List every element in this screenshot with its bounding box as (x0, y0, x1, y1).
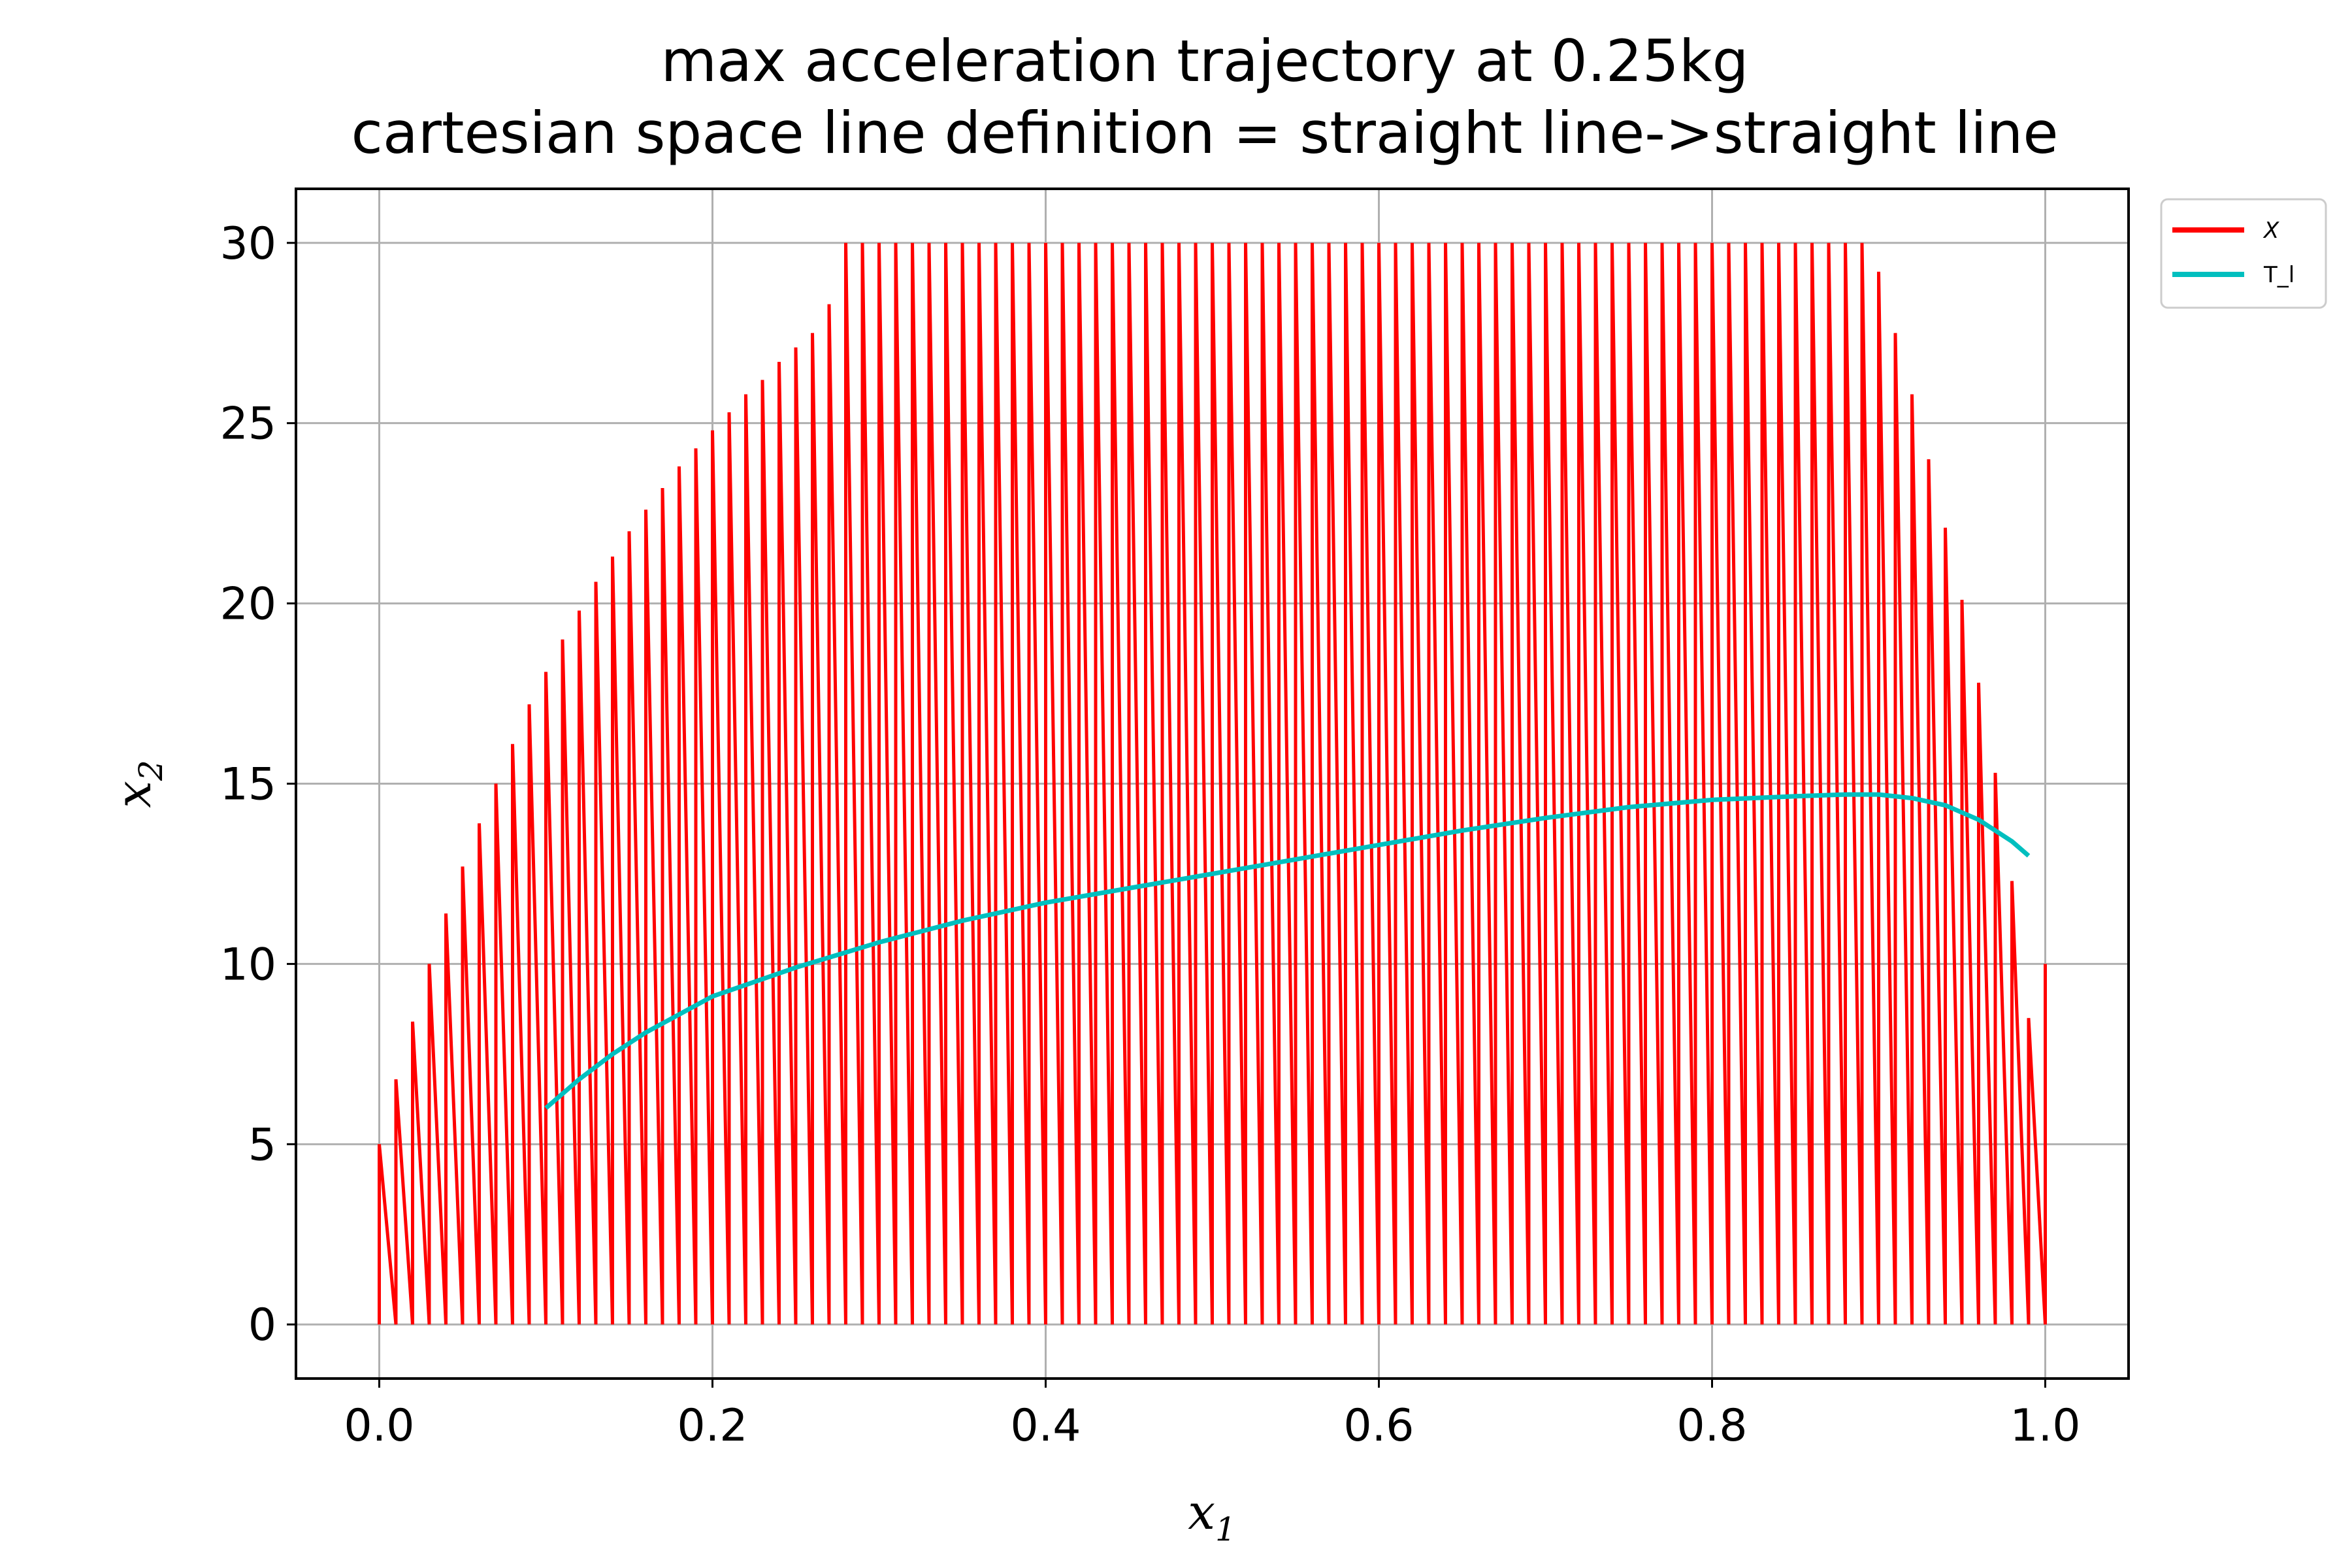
series-t-l-line (544, 792, 2031, 1110)
x-axis-label: x1 (1188, 1484, 1236, 1548)
y-tick-label: 10 (220, 939, 276, 990)
x-ticks: 0.0 0.2 0.4 0.6 0.8 1.0 (344, 1379, 2081, 1452)
x-axis-label-subscript: 1 (1215, 1511, 1236, 1548)
y-axis-label-subscript: 2 (132, 760, 170, 781)
legend-label-t-l: T_l (2263, 262, 2295, 288)
y-tick-label: 0 (248, 1299, 276, 1351)
x-tick-label: 0.8 (1676, 1400, 1747, 1452)
legend-label-x: X (2262, 218, 2279, 244)
y-axis-label-main: x (106, 781, 162, 808)
y-ticks: 0 5 10 15 20 25 30 (220, 218, 296, 1351)
x-tick-label: 0.0 (344, 1400, 414, 1452)
chart-subtitle: cartesian space line definition = straig… (351, 99, 2058, 167)
x-axis-label-main: x (1188, 1484, 1215, 1541)
legend: X T_l (2160, 198, 2327, 309)
x-tick-label: 1.0 (2010, 1400, 2080, 1452)
y-tick-label: 30 (220, 218, 276, 270)
chart-title: max acceleration trajectory at 0.25kg (661, 27, 1748, 95)
series-x-line (378, 242, 2047, 1325)
legend-box (2160, 198, 2327, 309)
x-tick-label: 0.6 (1343, 1400, 1414, 1452)
y-axis-label: x2 (106, 760, 170, 808)
x-tick-label: 0.4 (1010, 1400, 1081, 1452)
y-tick-label: 5 (248, 1119, 276, 1171)
y-tick-label: 20 (220, 579, 276, 630)
y-tick-label: 15 (220, 759, 276, 811)
series-layer (378, 242, 2047, 1325)
y-tick-label: 25 (220, 399, 276, 450)
x-tick-label: 0.2 (677, 1400, 747, 1452)
